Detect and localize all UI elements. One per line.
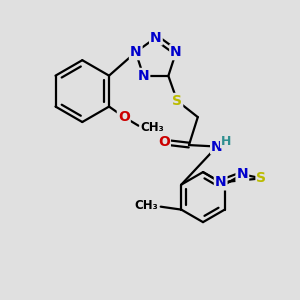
Text: O: O [118,110,130,124]
Text: N: N [138,69,149,83]
Text: N: N [150,31,162,44]
Text: N: N [215,176,226,189]
Text: CH₃: CH₃ [135,199,158,212]
Text: N: N [130,45,142,59]
Text: S: S [172,94,182,108]
Text: N: N [170,45,182,59]
Text: N: N [211,140,223,154]
Text: CH₃: CH₃ [140,121,164,134]
Text: S: S [256,171,266,185]
Text: O: O [158,135,170,149]
Text: N: N [236,167,248,181]
Text: H: H [220,135,231,148]
